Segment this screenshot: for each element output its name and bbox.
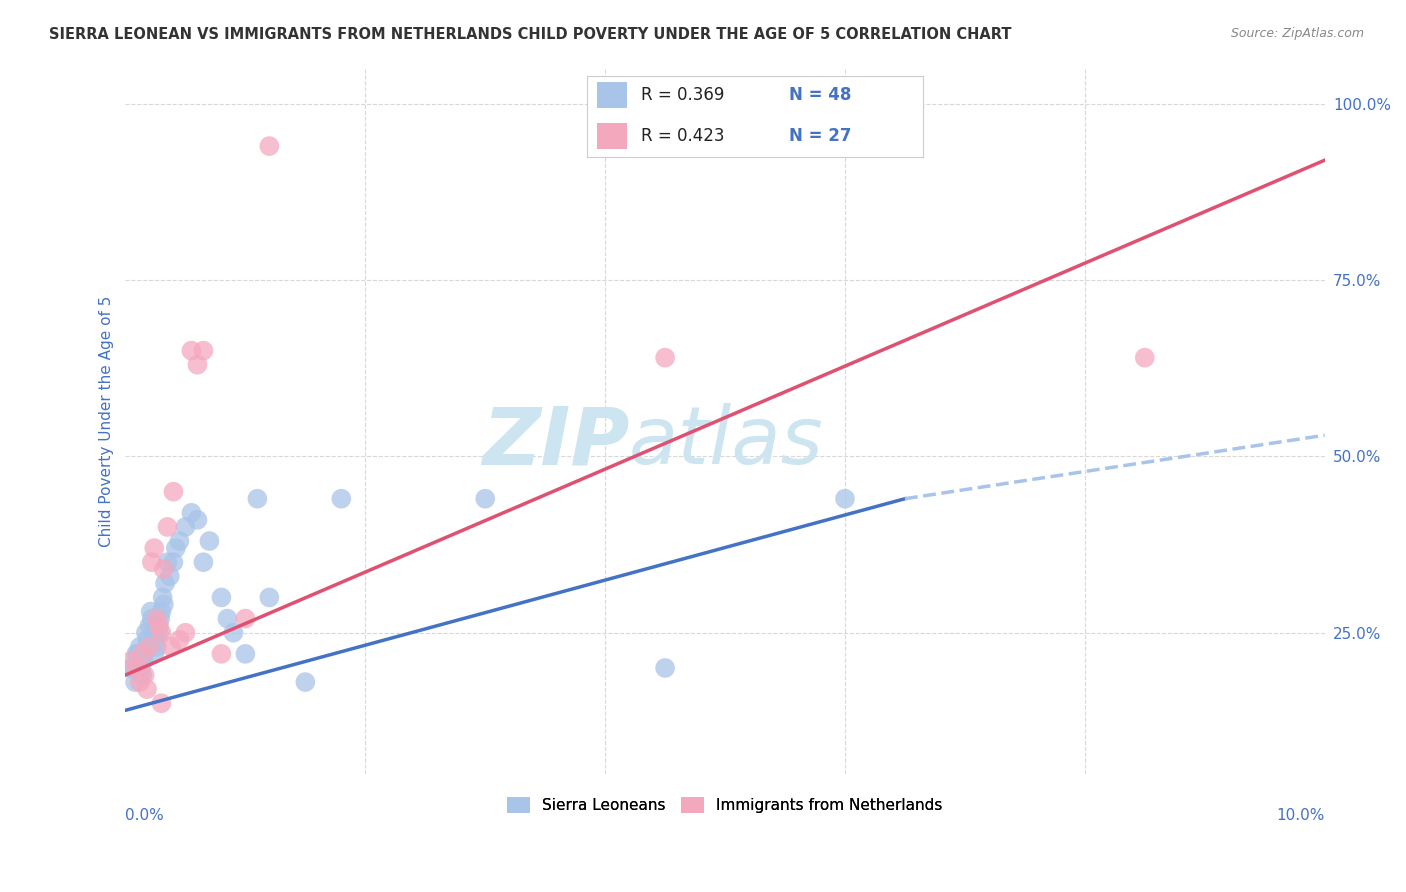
Point <box>128 640 150 654</box>
Point <box>330 491 353 506</box>
Point <box>186 513 208 527</box>
Point <box>156 555 179 569</box>
Point <box>169 632 191 647</box>
Point <box>142 625 165 640</box>
Point <box>136 682 159 697</box>
Point <box>136 632 159 647</box>
Point <box>124 675 146 690</box>
Point <box>198 534 221 549</box>
Point <box>148 625 170 640</box>
Point <box>180 506 202 520</box>
Point <box>246 491 269 506</box>
Point <box>131 647 153 661</box>
Text: ZIP: ZIP <box>482 403 628 482</box>
Point <box>150 605 173 619</box>
Point <box>127 661 149 675</box>
Point <box>180 343 202 358</box>
Point <box>143 647 166 661</box>
Text: atlas: atlas <box>628 403 824 482</box>
Point <box>121 654 143 668</box>
Point <box>1133 351 1156 365</box>
Point <box>169 534 191 549</box>
Point <box>145 612 167 626</box>
Point <box>149 612 172 626</box>
Point <box>162 484 184 499</box>
Point <box>159 569 181 583</box>
Point <box>150 696 173 710</box>
Point <box>235 612 257 626</box>
Point <box>654 351 676 365</box>
Point <box>121 661 143 675</box>
Point <box>160 640 183 654</box>
Point <box>125 647 148 661</box>
Point <box>294 675 316 690</box>
Point <box>193 555 215 569</box>
Point <box>186 358 208 372</box>
Point <box>174 625 197 640</box>
Point <box>145 640 167 654</box>
Point <box>152 591 174 605</box>
Point <box>141 612 163 626</box>
Point <box>153 562 176 576</box>
Point <box>209 647 232 661</box>
Point <box>174 520 197 534</box>
Point <box>235 647 257 661</box>
Point <box>121 661 143 675</box>
Point <box>146 618 169 632</box>
Point <box>209 591 232 605</box>
Point <box>139 605 162 619</box>
Point <box>134 647 156 661</box>
Point <box>135 625 157 640</box>
Point <box>148 618 170 632</box>
Text: SIERRA LEONEAN VS IMMIGRANTS FROM NETHERLANDS CHILD POVERTY UNDER THE AGE OF 5 C: SIERRA LEONEAN VS IMMIGRANTS FROM NETHER… <box>49 27 1012 42</box>
Point <box>162 555 184 569</box>
Point <box>131 668 153 682</box>
Point <box>145 632 167 647</box>
Point <box>127 647 149 661</box>
Legend: Sierra Leoneans, Immigrants from Netherlands: Sierra Leoneans, Immigrants from Netherl… <box>502 791 949 819</box>
Text: 10.0%: 10.0% <box>1277 808 1324 823</box>
Point <box>136 640 159 654</box>
Point <box>132 654 155 668</box>
Point <box>141 555 163 569</box>
Point <box>153 598 176 612</box>
Point <box>128 675 150 690</box>
Point <box>129 661 152 675</box>
Point <box>138 640 160 654</box>
Point <box>474 491 496 506</box>
Point <box>193 343 215 358</box>
Point <box>217 612 239 626</box>
Text: 0.0%: 0.0% <box>125 808 165 823</box>
Point <box>259 139 281 153</box>
Point <box>834 491 856 506</box>
Text: Source: ZipAtlas.com: Source: ZipAtlas.com <box>1230 27 1364 40</box>
Y-axis label: Child Poverty Under the Age of 5: Child Poverty Under the Age of 5 <box>100 295 114 547</box>
Point <box>259 591 281 605</box>
Point <box>222 625 245 640</box>
Point <box>654 661 676 675</box>
Point <box>138 618 160 632</box>
Point <box>165 541 187 555</box>
Point <box>134 668 156 682</box>
Point <box>143 541 166 555</box>
Point <box>150 625 173 640</box>
Point <box>156 520 179 534</box>
Point <box>153 576 176 591</box>
